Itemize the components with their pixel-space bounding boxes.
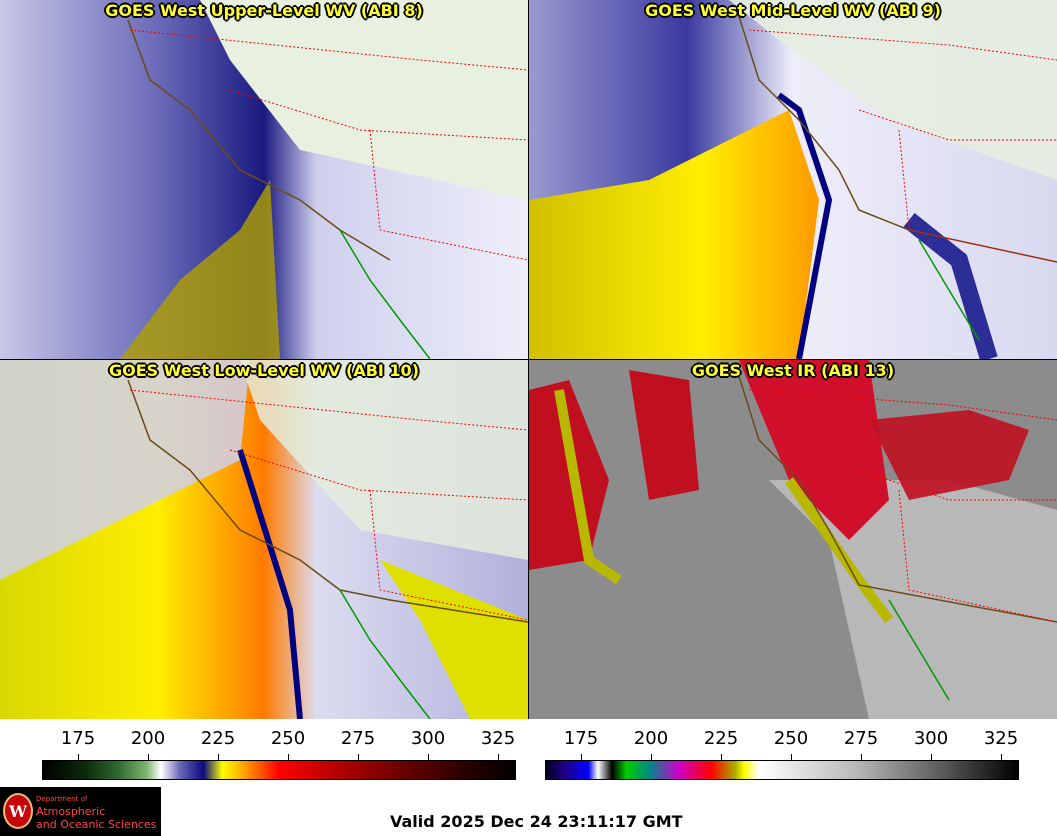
scale-tick-label: 225 xyxy=(703,728,739,749)
upper-level-wv-image xyxy=(0,0,528,359)
scale-tick-label: 200 xyxy=(130,728,166,749)
scale-tick-label: 300 xyxy=(913,728,949,749)
scale-tick-mark xyxy=(218,754,219,760)
scale-tick-mark xyxy=(581,754,582,760)
scale-tick-mark xyxy=(288,754,289,760)
scale-tick-mark xyxy=(721,754,722,760)
panel-title: GOES West Low-Level WV (ABI 10) xyxy=(108,361,419,380)
mid-level-wv-image xyxy=(529,0,1057,359)
scale-tick-label: 200 xyxy=(633,728,669,749)
scale-tick-mark xyxy=(651,754,652,760)
university-seal-icon: W xyxy=(3,793,33,829)
scale-tick-label: 250 xyxy=(270,728,306,749)
upper-level-wv-panel: GOES West Upper-Level WV (ABI 8) xyxy=(0,0,528,359)
logo-line1-text: Atmospheric xyxy=(36,805,106,818)
scale-tick-mark xyxy=(428,754,429,760)
scale-tick-mark xyxy=(791,754,792,760)
mid-level-wv-panel: GOES West Mid-Level WV (ABI 9) xyxy=(529,0,1057,359)
ir-image xyxy=(529,360,1057,719)
scale-tick-label: 175 xyxy=(563,728,599,749)
aos-logo[interactable]: W Department of Atmospheric and Oceanic … xyxy=(0,787,161,836)
logo-line2-text: and Oceanic Sciences xyxy=(36,818,157,831)
scale-tick-label: 275 xyxy=(340,728,376,749)
scale-tick-label: 325 xyxy=(480,728,516,749)
scale-tick-mark xyxy=(931,754,932,760)
valid-time-label: Valid 2025 Dec 24 23:11:17 GMT xyxy=(390,812,683,831)
panel-title: GOES West IR (ABI 13) xyxy=(691,361,895,380)
panel-divider-horizontal xyxy=(0,359,1057,360)
scale-tick-mark xyxy=(78,754,79,760)
scale-tick-mark xyxy=(861,754,862,760)
scale-tick-mark xyxy=(498,754,499,760)
scale-tick-label: 225 xyxy=(200,728,236,749)
panel-title: GOES West Upper-Level WV (ABI 8) xyxy=(105,1,423,20)
wv-colorbar xyxy=(42,760,516,780)
scale-tick-label: 250 xyxy=(773,728,809,749)
wv-color-scale: 175 200 225 250 275 300 325 xyxy=(35,722,535,782)
scale-tick-label: 325 xyxy=(983,728,1019,749)
low-level-wv-image xyxy=(0,360,528,719)
scale-tick-mark xyxy=(1001,754,1002,760)
scale-tick-label: 275 xyxy=(843,728,879,749)
logo-dept-text: Department of xyxy=(36,795,88,803)
scale-tick-mark xyxy=(358,754,359,760)
panel-title: GOES West Mid-Level WV (ABI 9) xyxy=(645,1,941,20)
scale-tick-label: 175 xyxy=(60,728,96,749)
scale-tick-mark xyxy=(148,754,149,760)
low-level-wv-panel: GOES West Low-Level WV (ABI 10) xyxy=(0,360,528,719)
ir-panel: GOES West IR (ABI 13) xyxy=(529,360,1057,719)
ir-color-scale: 175 200 225 250 275 300 325 xyxy=(538,722,1038,782)
scale-tick-label: 300 xyxy=(410,728,446,749)
ir-colorbar xyxy=(545,760,1019,780)
